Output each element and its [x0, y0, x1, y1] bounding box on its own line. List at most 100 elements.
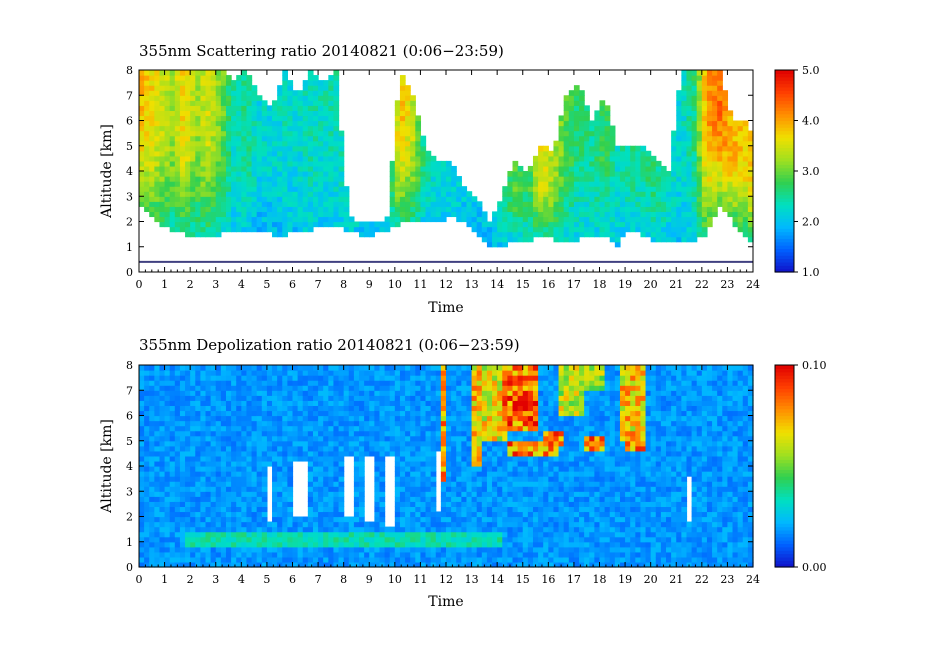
heatmap-cell: [200, 375, 207, 381]
heatmap-cell: [635, 181, 642, 187]
heatmap-cell: [174, 400, 181, 406]
heatmap-cell: [302, 531, 309, 538]
heatmap-cell: [210, 536, 217, 543]
heatmap-cell: [215, 395, 222, 401]
heatmap-cell: [266, 415, 273, 422]
heatmap-cell: [338, 130, 345, 137]
heatmap-cell: [302, 105, 309, 111]
heatmap-cell: [323, 181, 329, 187]
heatmap-cell: [174, 130, 181, 137]
heatmap-cell: [660, 196, 667, 202]
heatmap-cell: [154, 380, 161, 386]
heatmap-cell: [732, 155, 739, 162]
heatmap-cell: [164, 380, 171, 386]
heatmap-cell: [410, 181, 416, 187]
heatmap-cell: [343, 546, 350, 553]
heatmap-cell: [318, 430, 324, 437]
heatmap-cell: [169, 506, 176, 513]
heatmap-cell: [307, 100, 314, 106]
heatmap-cell: [159, 95, 166, 101]
heatmap-cell: [594, 165, 601, 172]
heatmap-cell: [338, 450, 345, 457]
heatmap-cell: [538, 211, 544, 218]
heatmap-cell: [394, 415, 401, 422]
heatmap-cell: [686, 211, 693, 218]
heatmap-cell: [563, 176, 570, 182]
heatmap-cell: [174, 70, 181, 76]
heatmap-cell: [236, 115, 242, 122]
heatmap-cell: [210, 415, 217, 422]
heatmap-cell: [701, 105, 708, 111]
heatmap-cell: [225, 186, 232, 192]
heatmap-cell: [328, 221, 335, 228]
heatmap-cell: [246, 160, 253, 167]
heatmap-cell: [292, 385, 299, 391]
heatmap-cell: [236, 501, 242, 507]
heatmap-cell: [302, 440, 309, 447]
heatmap-cell: [635, 191, 642, 197]
heatmap-cell: [164, 536, 171, 543]
heatmap-cell: [686, 176, 693, 182]
heatmap-cell: [297, 435, 304, 442]
heatmap-cell: [282, 506, 288, 513]
heatmap-cell: [318, 95, 324, 101]
heatmap-cell: [205, 221, 212, 228]
heatmap-cell: [174, 516, 181, 523]
heatmap-cell: [282, 181, 288, 187]
heatmap-cell: [323, 496, 329, 502]
heatmap-cell: [205, 191, 212, 197]
heatmap-cell: [195, 541, 201, 548]
heatmap-cell: [190, 516, 196, 523]
heatmap-cell: [333, 531, 340, 538]
heatmap-cell: [732, 216, 739, 223]
heatmap-cell: [476, 201, 483, 207]
heatmap-cell: [399, 445, 406, 452]
heatmap-cell: [405, 176, 411, 182]
heatmap-cell: [266, 221, 273, 228]
heatmap-cell: [200, 516, 207, 523]
heatmap-cell: [185, 551, 191, 558]
heatmap-cell: [205, 440, 212, 447]
heatmap-cell: [225, 435, 232, 442]
heatmap-cell: [323, 430, 329, 437]
heatmap-cell: [236, 206, 242, 212]
heatmap-cell: [353, 491, 360, 497]
heatmap-cell: [236, 181, 242, 187]
heatmap-cell: [246, 430, 253, 437]
heatmap-cell: [399, 196, 406, 202]
heatmap-cell: [169, 476, 176, 482]
heatmap-cell: [379, 556, 386, 563]
heatmap-cell: [210, 100, 217, 106]
heatmap-cell: [353, 410, 360, 417]
heatmap-cell: [266, 120, 273, 127]
heatmap-cell: [164, 435, 171, 442]
heatmap-cell: [420, 420, 427, 427]
heatmap-cell: [399, 460, 406, 467]
heatmap-cell: [650, 165, 657, 172]
heatmap-cell: [205, 410, 212, 417]
heatmap-cell: [676, 196, 682, 202]
heatmap-cell: [144, 176, 150, 182]
heatmap-cell: [369, 226, 375, 233]
heatmap-cell: [497, 206, 503, 212]
heatmap-cell: [563, 155, 570, 162]
heatmap-cell: [139, 390, 145, 396]
heatmap-cell: [650, 211, 657, 218]
heatmap-cell: [195, 385, 201, 391]
heatmap-cell: [374, 365, 381, 371]
heatmap-cell: [225, 176, 232, 182]
heatmap-cell: [389, 201, 396, 207]
colorbar-swatch: [775, 127, 794, 132]
heatmap-cell: [215, 415, 222, 422]
heatmap-cell: [742, 211, 749, 218]
heatmap-cell: [174, 450, 181, 457]
heatmap-cell: [589, 150, 595, 157]
heatmap-cell: [210, 140, 217, 147]
heatmap-cell: [210, 90, 217, 96]
heatmap-cell: [594, 150, 601, 157]
heatmap-cell: [169, 546, 176, 553]
heatmap-cell: [532, 206, 539, 212]
heatmap-cell: [174, 226, 181, 233]
heatmap-cell: [512, 216, 519, 223]
heatmap-cell: [256, 365, 263, 371]
